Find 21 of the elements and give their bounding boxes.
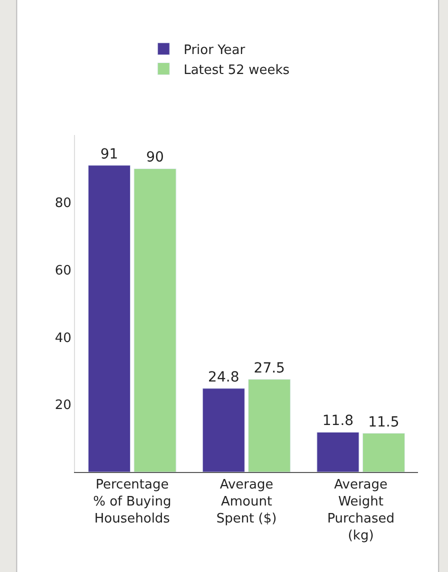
data-label: 91 — [100, 146, 118, 162]
bar — [202, 388, 245, 472]
data-label: 11.5 — [368, 414, 400, 430]
y-tick-label: 40 — [54, 330, 72, 346]
bar — [248, 379, 291, 472]
legend-label: Latest 52 weeks — [184, 62, 290, 78]
bar — [88, 165, 131, 472]
data-label: 11.8 — [322, 413, 354, 430]
x-tick-label: Percentage % of Buying Households — [93, 478, 172, 526]
x-tick-label: Average Weight Purchased (kg) — [327, 478, 394, 544]
y-tick-label: 20 — [54, 398, 72, 414]
data-label: 90 — [146, 150, 164, 166]
bar — [134, 168, 176, 472]
bar — [316, 432, 360, 472]
y-tick-label: 60 — [54, 263, 72, 278]
legend-label: Prior Year — [184, 42, 246, 58]
data-label: 27.5 — [254, 360, 285, 376]
y-tick-label: 80 — [54, 196, 72, 211]
bar — [362, 433, 405, 472]
data-label: 24.8 — [208, 369, 240, 386]
x-tick-label: Average Amount Spent ($) — [216, 478, 277, 526]
